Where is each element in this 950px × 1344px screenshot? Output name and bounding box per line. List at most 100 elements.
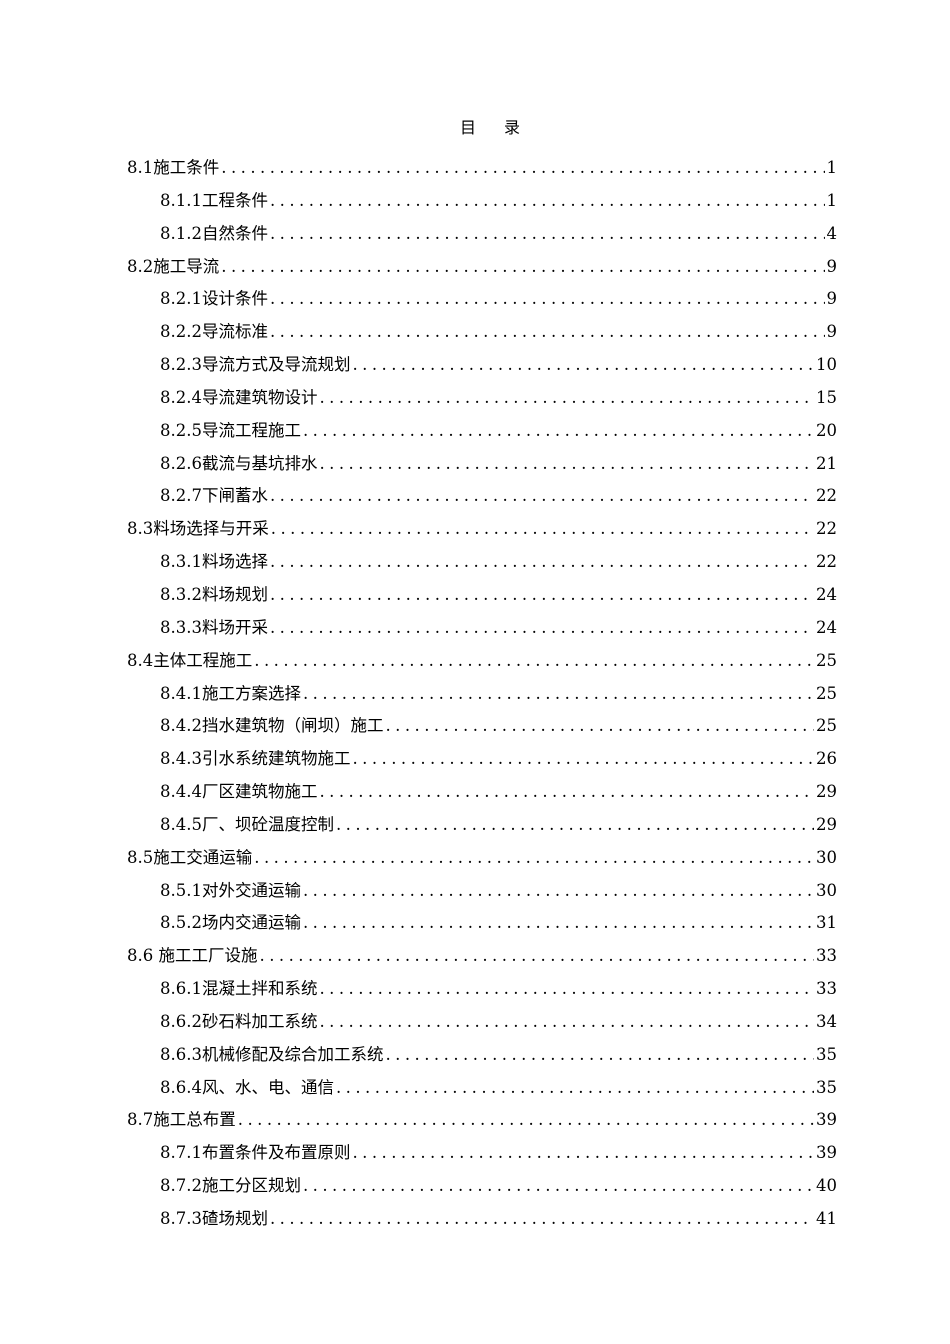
toc-entry[interactable]: 8.3.2料场规划 24 <box>127 579 837 612</box>
toc-entry[interactable]: 8.2.6截流与基坑排水 21 <box>127 448 837 481</box>
toc-entry-label: 8.6 施工工厂设施 <box>127 946 258 966</box>
dot-leader <box>303 415 814 448</box>
toc-entry-label: 8.4.4厂区建筑物施工 <box>160 782 318 802</box>
dot-leader <box>319 448 814 481</box>
dot-leader <box>270 185 825 218</box>
toc-entry-page: 30 <box>816 880 837 900</box>
toc-entry[interactable]: 8.6.4风、水、电、通信 35 <box>127 1072 837 1105</box>
toc-entry-page: 1 <box>826 158 838 177</box>
toc-entry-label: 8.7.2施工分区规划 <box>160 1176 301 1196</box>
toc-entry-label: 8.1施工条件 <box>127 158 220 177</box>
toc-entry[interactable]: 8.1施工条件 1 <box>127 152 837 185</box>
dot-leader <box>319 382 814 415</box>
toc-entry[interactable]: 8.2.4导流建筑物设计 15 <box>127 382 837 415</box>
toc-entry-label: 8.6.4风、水、电、通信 <box>160 1077 334 1097</box>
toc-entry[interactable]: 8.4.3引水系统建筑物施工 26 <box>127 743 837 776</box>
toc-entry[interactable]: 8.7施工总布置 39 <box>127 1104 837 1137</box>
toc-entry-page: 35 <box>816 1044 837 1064</box>
toc-entry[interactable]: 8.5.2场内交通运输 31 <box>127 907 837 940</box>
toc-entry[interactable]: 8.7.2施工分区规划 40 <box>127 1170 837 1203</box>
dot-leader <box>336 1072 814 1105</box>
toc-entry-label: 8.3.3料场开采 <box>160 617 268 637</box>
toc-entry-label: 8.1.1工程条件 <box>160 190 268 210</box>
toc-entry-page: 22 <box>816 519 837 539</box>
toc-entry-label: 8.3料场选择与开采 <box>127 519 269 539</box>
title-char: 录 <box>504 118 521 137</box>
toc-entry-label: 8.2.2导流标准 <box>160 322 268 342</box>
toc-entry[interactable]: 8.4主体工程施工 25 <box>127 645 837 678</box>
toc-entry[interactable]: 8.6.2砂石料加工系统 34 <box>127 1006 837 1039</box>
toc-entry-label: 8.3.1料场选择 <box>160 552 268 572</box>
toc-entry-page: 10 <box>816 355 837 375</box>
toc-entry[interactable]: 8.2施工导流 9 <box>127 251 837 284</box>
toc-entry-label: 8.7.3碴场规划 <box>160 1209 268 1228</box>
toc-entry-page: 9 <box>826 256 838 276</box>
toc-entry-page: 29 <box>816 782 837 802</box>
toc-entry[interactable]: 8.3.1料场选择 22 <box>127 546 837 579</box>
dot-leader <box>352 1137 814 1170</box>
toc-entry-page: 29 <box>816 814 837 834</box>
toc-entry[interactable]: 8.4.1施工方案选择 25 <box>127 678 837 711</box>
toc-entry[interactable]: 8.3.3料场开采 24 <box>127 612 837 645</box>
toc-entry-label: 8.4.1施工方案选择 <box>160 683 301 703</box>
toc-entry[interactable]: 8.4.4厂区建筑物施工 29 <box>127 776 837 809</box>
dot-leader <box>270 612 814 645</box>
toc-entry-page: 22 <box>816 552 837 572</box>
toc-title: 目录 <box>0 114 950 138</box>
dot-leader <box>270 1203 814 1236</box>
toc-entry[interactable]: 8.6.3机械修配及综合加工系统 35 <box>127 1039 837 1072</box>
toc-entry[interactable]: 8.6.1混凝土拌和系统 33 <box>127 973 837 1006</box>
toc-entry-page: 22 <box>816 486 837 506</box>
toc-entry-page: 39 <box>816 1143 837 1163</box>
toc-entry-page: 25 <box>816 650 837 670</box>
dot-leader <box>319 973 814 1006</box>
toc-entry-page: 9 <box>826 322 838 342</box>
dot-leader <box>221 251 824 284</box>
toc-entry-label: 8.7.1布置条件及布置原则 <box>160 1143 351 1163</box>
toc-entry-page: 33 <box>816 979 837 999</box>
toc-entry-page: 4 <box>826 223 838 243</box>
toc-entry-label: 8.5.1对外交通运输 <box>160 880 301 900</box>
toc-entry[interactable]: 8.7.1布置条件及布置原则 39 <box>127 1137 837 1170</box>
dot-leader <box>270 316 825 349</box>
toc-entry-label: 8.2.1设计条件 <box>160 289 268 309</box>
toc-entry[interactable]: 8.5施工交通运输 30 <box>127 842 837 875</box>
toc-entry[interactable]: 8.1.1工程条件 1 <box>127 185 837 218</box>
toc-entry[interactable]: 8.5.1对外交通运输 30 <box>127 875 837 908</box>
dot-leader <box>270 480 814 513</box>
toc-entry[interactable]: 8.7.3碴场规划 41 <box>127 1203 837 1236</box>
title-char: 目 <box>459 118 476 137</box>
toc-entry[interactable]: 8.2.7下闸蓄水 22 <box>127 480 837 513</box>
toc-entry-label: 8.4.5厂、坝砼温度控制 <box>160 814 334 834</box>
dot-leader <box>238 1104 814 1137</box>
dot-leader <box>336 809 814 842</box>
toc-entry[interactable]: 8.4.2挡水建筑物（闸坝）施工 25 <box>127 710 837 743</box>
toc-entry-page: 15 <box>816 387 837 407</box>
toc-entry-label: 8.7施工总布置 <box>127 1110 236 1130</box>
toc-entry-label: 8.2.4导流建筑物设计 <box>160 387 318 407</box>
toc-entry-label: 8.2.3导流方式及导流规划 <box>160 355 351 375</box>
toc-entry-page: 31 <box>816 913 837 933</box>
dot-leader <box>270 283 825 316</box>
toc-entry[interactable]: 8.1.2自然条件 4 <box>127 218 837 251</box>
dot-leader <box>260 940 815 973</box>
dot-leader <box>352 743 814 776</box>
toc-entry[interactable]: 8.4.5厂、坝砼温度控制 29 <box>127 809 837 842</box>
toc-entry-label: 8.2.6截流与基坑排水 <box>160 453 318 473</box>
toc-entry[interactable]: 8.6 施工工厂设施 33 <box>127 940 837 973</box>
toc-entry[interactable]: 8.2.3导流方式及导流规划 10 <box>127 349 837 382</box>
toc-entry-page: 35 <box>816 1077 837 1097</box>
toc-entry-label: 8.2施工导流 <box>127 256 220 276</box>
toc-entry[interactable]: 8.2.1设计条件 9 <box>127 283 837 316</box>
toc-entry[interactable]: 8.2.2导流标准 9 <box>127 316 837 349</box>
toc-entry[interactable]: 8.2.5导流工程施工 20 <box>127 415 837 448</box>
toc-entry[interactable]: 8.3料场选择与开采 22 <box>127 513 837 546</box>
toc-entry-page: 1 <box>826 190 838 210</box>
toc-entry-label: 8.5施工交通运输 <box>127 847 253 867</box>
toc-entry-page: 41 <box>816 1209 837 1228</box>
dot-leader <box>270 218 825 251</box>
dot-leader <box>303 907 814 940</box>
toc-entry-label: 8.4.3引水系统建筑物施工 <box>160 749 351 769</box>
toc-entry-label: 8.6.1混凝土拌和系统 <box>160 979 318 999</box>
dot-leader <box>303 678 814 711</box>
